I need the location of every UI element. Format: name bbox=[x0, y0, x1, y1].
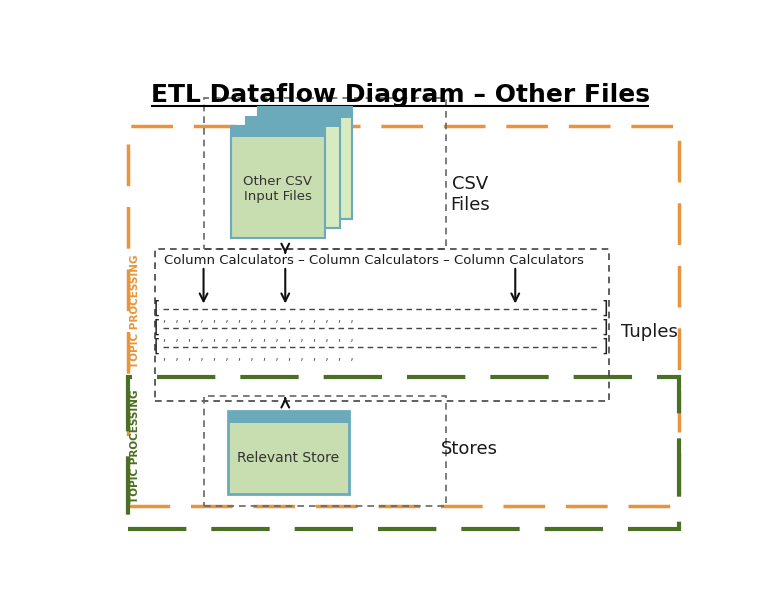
Text: Stores: Stores bbox=[441, 440, 498, 458]
Bar bbox=[246, 116, 340, 127]
Text: Relevant Store: Relevant Store bbox=[237, 451, 340, 465]
Text: TOPIC PROCESSING: TOPIC PROCESSING bbox=[130, 254, 140, 368]
Text: [: [ bbox=[154, 318, 160, 337]
Text: ,   ,   ,   ,   ,   ,   ,   ,   ,   ,   ,   ,   ,   ,   ,   ,: , , , , , , , , , , , , , , , , bbox=[163, 352, 354, 362]
Bar bbox=[231, 126, 325, 137]
Text: TOPIC PROCESSING: TOPIC PROCESSING bbox=[130, 389, 140, 503]
Text: ]: ] bbox=[602, 338, 608, 355]
Text: Other CSV
Input Files: Other CSV Input Files bbox=[243, 175, 312, 203]
Bar bbox=[246, 116, 340, 228]
Text: ,   ,   ,   ,   ,   ,   ,   ,   ,   ,   ,   ,   ,   ,   ,   ,: , , , , , , , , , , , , , , , , bbox=[163, 333, 354, 343]
Bar bbox=[228, 411, 349, 493]
Bar bbox=[204, 397, 446, 506]
Text: ]: ] bbox=[602, 300, 608, 318]
Text: [: [ bbox=[154, 300, 160, 318]
Text: [: [ bbox=[154, 338, 160, 355]
Text: ETL Dataflow Diagram – Other Files: ETL Dataflow Diagram – Other Files bbox=[151, 83, 650, 107]
Bar bbox=[204, 97, 446, 249]
Bar bbox=[155, 249, 609, 401]
Text: ,   ,   ,   ,   ,   ,   ,   ,   ,   ,   ,   ,   ,   ,   ,   ,: , , , , , , , , , , , , , , , , bbox=[163, 314, 354, 324]
Bar bbox=[258, 107, 351, 118]
Bar bbox=[228, 411, 349, 423]
Bar bbox=[128, 378, 679, 529]
Text: ]: ] bbox=[602, 318, 608, 337]
Text: CSV
Files: CSV Files bbox=[450, 176, 490, 214]
Text: Tuples: Tuples bbox=[621, 323, 678, 341]
Bar bbox=[258, 107, 351, 219]
Bar bbox=[231, 126, 325, 238]
Text: Column Calculators – Column Calculators – Column Calculators: Column Calculators – Column Calculators … bbox=[164, 254, 584, 267]
Bar bbox=[128, 126, 679, 506]
